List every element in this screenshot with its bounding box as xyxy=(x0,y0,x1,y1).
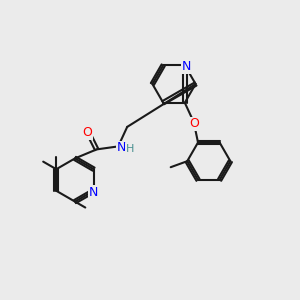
Text: N: N xyxy=(117,141,127,154)
Text: O: O xyxy=(189,117,199,130)
Text: N: N xyxy=(182,60,191,73)
Text: H: H xyxy=(125,144,134,154)
Text: N: N xyxy=(89,186,98,199)
Text: O: O xyxy=(83,126,92,140)
